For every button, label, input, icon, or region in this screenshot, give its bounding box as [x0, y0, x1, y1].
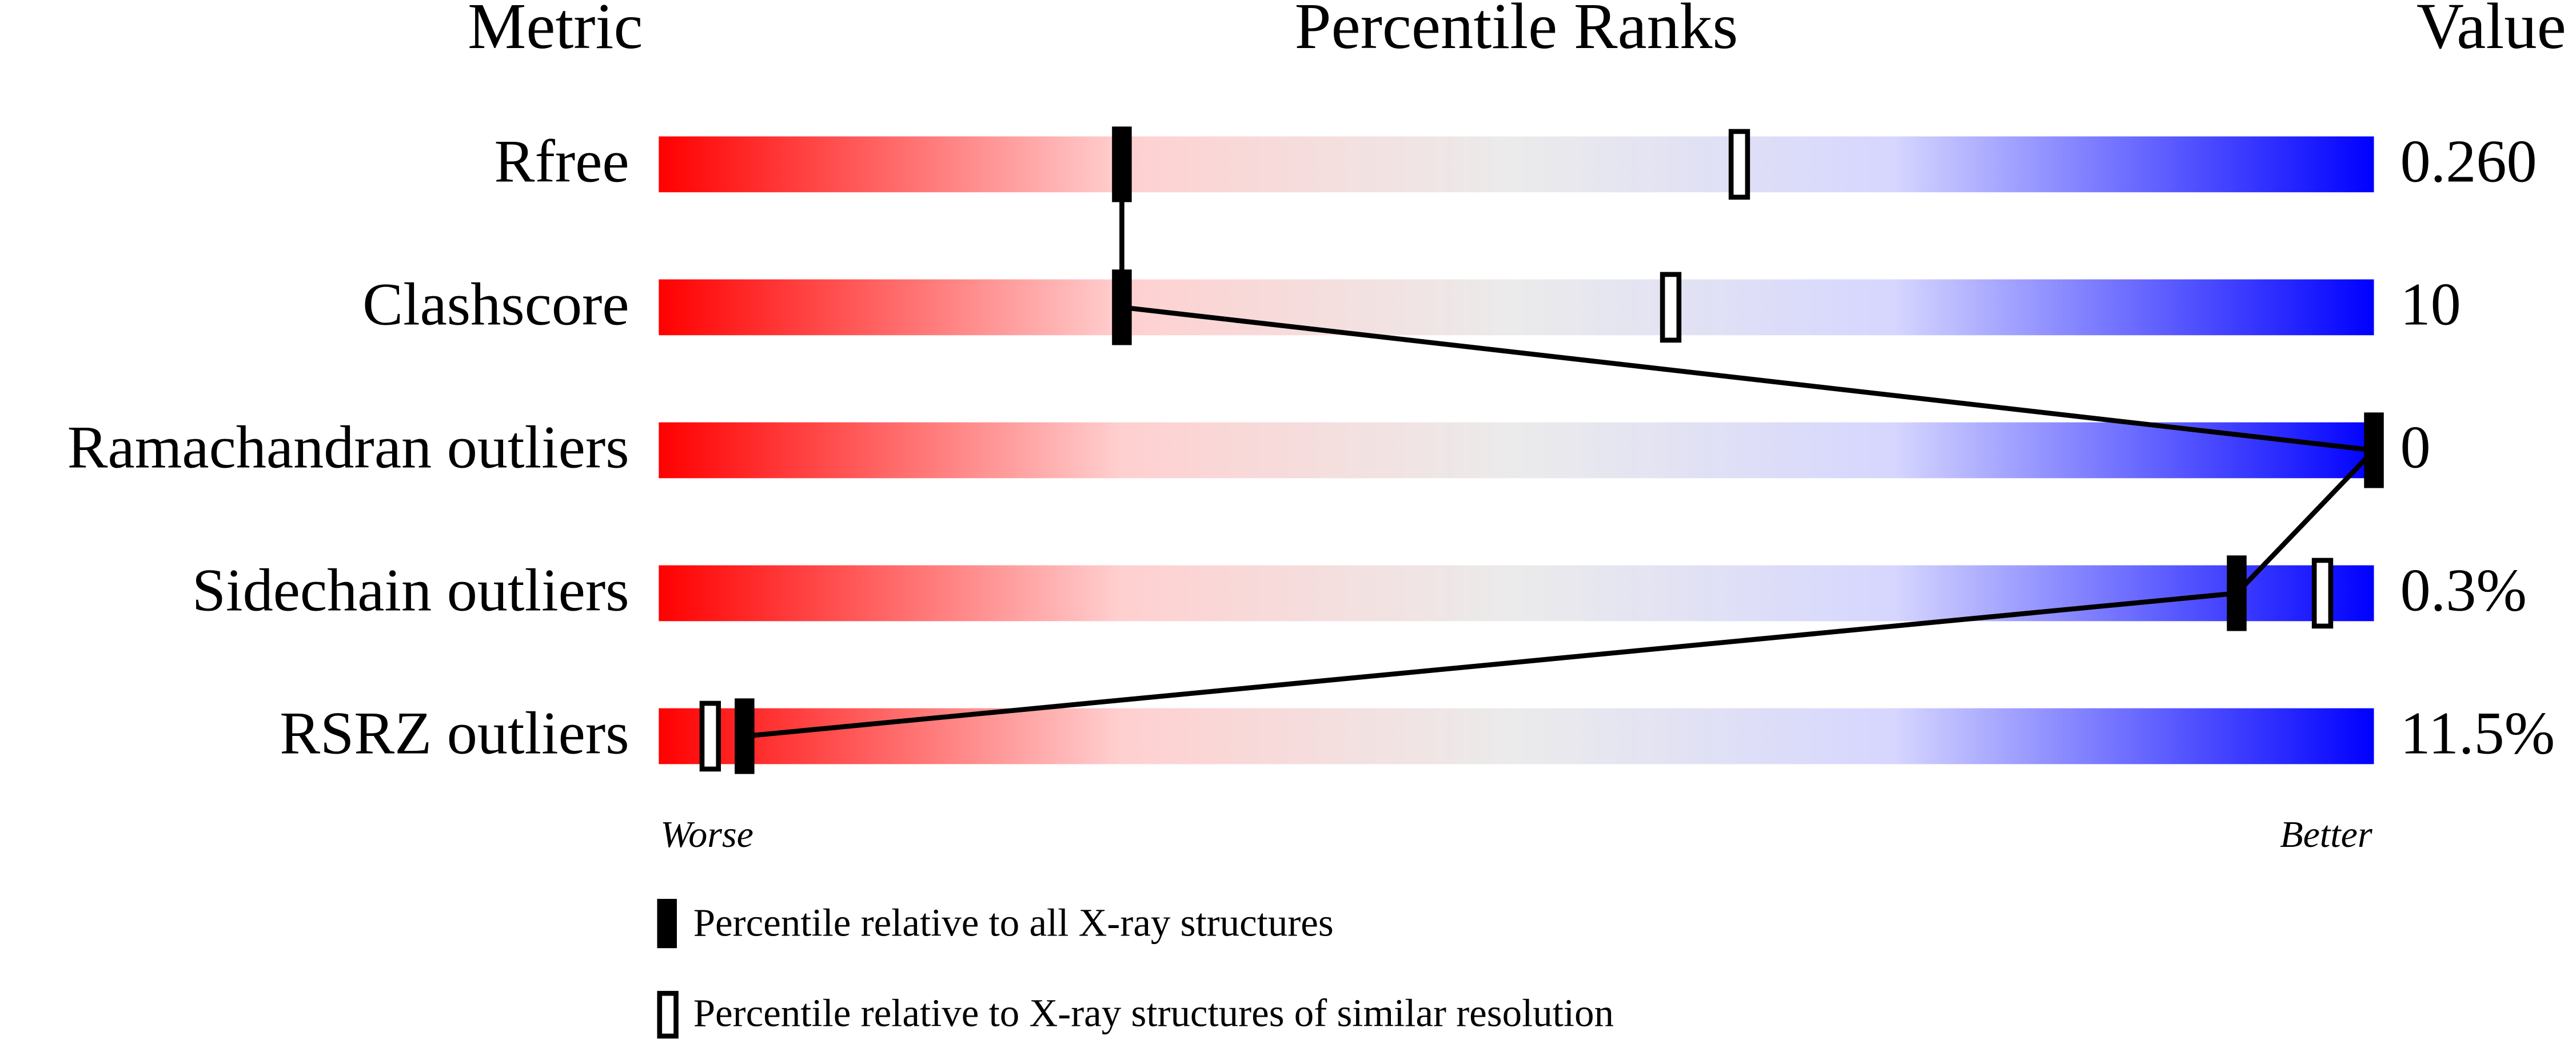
column-header: Value: [2417, 0, 2566, 62]
gradient-bar: [659, 136, 2374, 193]
percentile-marker: [2364, 412, 2384, 488]
gradient-bar: [659, 708, 2374, 765]
percentile-marker: [1112, 126, 1132, 202]
percentile-marker-open: [699, 700, 721, 772]
gradient-bar: [659, 279, 2374, 336]
value-label: 10: [2400, 270, 2461, 338]
metric-label: RSRZ outliers: [280, 699, 629, 767]
legend-swatch: [657, 898, 677, 949]
percentile-marker-open: [1660, 272, 1682, 343]
column-header: Percentile Ranks: [1295, 0, 1738, 62]
column-header: Metric: [468, 0, 643, 62]
gradient-bar: [659, 422, 2374, 479]
metric-label: Ramachandran outliers: [67, 413, 629, 481]
metric-label: Clashscore: [362, 270, 629, 338]
percentile-marker: [735, 698, 755, 774]
percentile-marker: [2227, 555, 2247, 631]
axis-end-label: Better: [2280, 814, 2372, 855]
percentile-marker: [1112, 269, 1132, 345]
percentile-marker-open: [1728, 129, 1750, 200]
legend-swatch: [657, 990, 679, 1039]
axis-end-label: Worse: [660, 814, 753, 855]
value-label: 0.260: [2400, 128, 2537, 195]
legend-label: Percentile relative to X-ray structures …: [693, 992, 1614, 1035]
value-label: 0.3%: [2400, 556, 2527, 624]
value-label: 0: [2400, 413, 2431, 481]
value-label: 11.5%: [2400, 699, 2555, 767]
metric-label: Sidechain outliers: [192, 556, 629, 624]
gradient-bar: [659, 565, 2374, 622]
metric-label: Rfree: [495, 128, 629, 195]
percentile-marker-open: [2311, 558, 2334, 629]
legend-label: Percentile relative to all X-ray structu…: [693, 901, 1334, 945]
